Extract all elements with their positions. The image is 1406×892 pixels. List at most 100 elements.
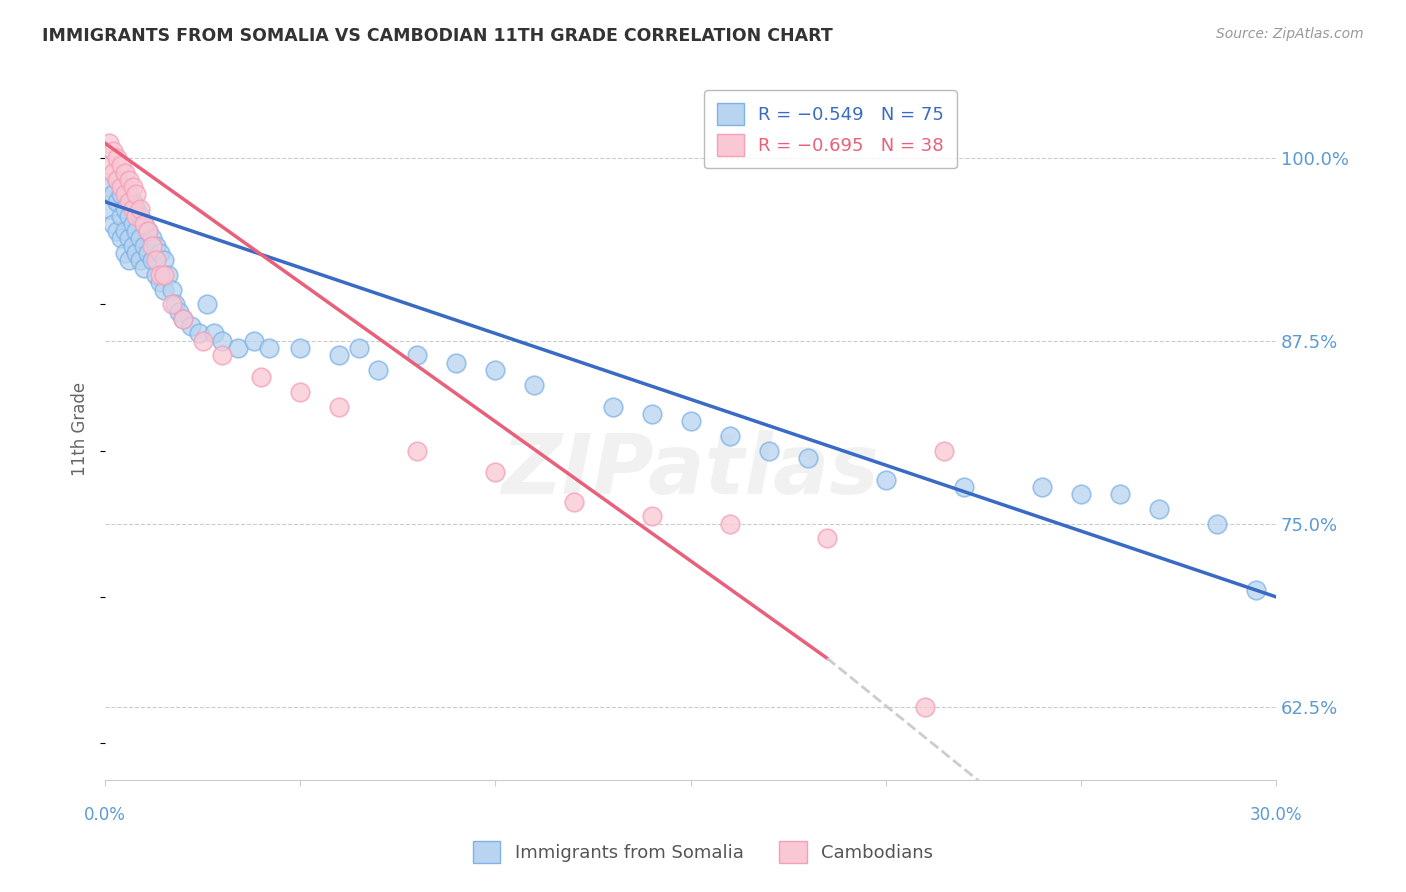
Point: [160, 297, 183, 311]
Point: [114, 165, 136, 179]
Point: [347, 341, 370, 355]
Point: [484, 363, 506, 377]
Point: [1031, 480, 1053, 494]
Point: [110, 210, 132, 224]
Point: [114, 246, 136, 260]
Point: [257, 341, 280, 355]
Point: [875, 473, 897, 487]
Point: [1147, 502, 1170, 516]
Point: [101, 187, 124, 202]
Point: [121, 217, 143, 231]
Point: [105, 173, 128, 187]
Point: [523, 377, 546, 392]
Point: [134, 217, 156, 231]
Point: [1206, 516, 1229, 531]
Point: [758, 443, 780, 458]
Point: [815, 531, 838, 545]
Point: [105, 173, 128, 187]
Point: [121, 238, 143, 252]
Point: [101, 144, 124, 158]
Point: [446, 356, 468, 370]
Point: [98, 180, 121, 194]
Point: [211, 334, 233, 348]
Point: [1108, 487, 1130, 501]
Point: [129, 210, 152, 224]
Point: [129, 231, 152, 245]
Text: 30.0%: 30.0%: [1250, 806, 1302, 824]
Point: [141, 231, 163, 245]
Point: [204, 326, 226, 341]
Point: [141, 238, 163, 252]
Point: [117, 253, 139, 268]
Point: [165, 297, 187, 311]
Point: [110, 158, 132, 172]
Point: [211, 348, 233, 362]
Point: [180, 319, 202, 334]
Point: [114, 180, 136, 194]
Point: [149, 246, 172, 260]
Point: [98, 158, 121, 172]
Point: [145, 253, 167, 268]
Point: [129, 202, 152, 216]
Point: [152, 268, 174, 282]
Point: [114, 187, 136, 202]
Point: [141, 253, 163, 268]
Point: [406, 443, 429, 458]
Point: [125, 210, 148, 224]
Point: [125, 224, 148, 238]
Text: IMMIGRANTS FROM SOMALIA VS CAMBODIAN 11TH GRADE CORRELATION CHART: IMMIGRANTS FROM SOMALIA VS CAMBODIAN 11T…: [42, 27, 832, 45]
Point: [114, 202, 136, 216]
Point: [117, 231, 139, 245]
Point: [101, 165, 124, 179]
Point: [172, 311, 194, 326]
Text: 0.0%: 0.0%: [84, 806, 127, 824]
Point: [125, 187, 148, 202]
Y-axis label: 11th Grade: 11th Grade: [72, 382, 89, 475]
Point: [195, 297, 218, 311]
Legend: Immigrants from Somalia, Cambodians: Immigrants from Somalia, Cambodians: [463, 830, 943, 874]
Point: [117, 194, 139, 209]
Point: [290, 384, 312, 399]
Point: [105, 194, 128, 209]
Point: [290, 341, 312, 355]
Point: [169, 304, 191, 318]
Text: Source: ZipAtlas.com: Source: ZipAtlas.com: [1216, 27, 1364, 41]
Point: [1246, 582, 1268, 597]
Point: [160, 283, 183, 297]
Point: [110, 187, 132, 202]
Point: [187, 326, 209, 341]
Point: [152, 253, 174, 268]
Point: [602, 400, 624, 414]
Point: [562, 494, 585, 508]
Point: [110, 180, 132, 194]
Point: [134, 217, 156, 231]
Point: [914, 699, 936, 714]
Point: [134, 238, 156, 252]
Point: [640, 509, 662, 524]
Point: [796, 450, 818, 465]
Point: [121, 180, 143, 194]
Point: [328, 348, 350, 362]
Point: [250, 370, 273, 384]
Point: [105, 224, 128, 238]
Point: [406, 348, 429, 362]
Point: [145, 268, 167, 282]
Point: [952, 480, 974, 494]
Point: [718, 516, 741, 531]
Point: [191, 334, 214, 348]
Point: [718, 429, 741, 443]
Point: [136, 246, 159, 260]
Legend: R = −0.549   N = 75, R = −0.695   N = 38: R = −0.549 N = 75, R = −0.695 N = 38: [704, 90, 956, 169]
Point: [136, 224, 159, 238]
Point: [98, 136, 121, 151]
Point: [136, 224, 159, 238]
Point: [367, 363, 389, 377]
Point: [149, 275, 172, 289]
Point: [125, 246, 148, 260]
Point: [101, 217, 124, 231]
Point: [105, 151, 128, 165]
Point: [152, 283, 174, 297]
Point: [679, 414, 702, 428]
Point: [125, 202, 148, 216]
Point: [121, 194, 143, 209]
